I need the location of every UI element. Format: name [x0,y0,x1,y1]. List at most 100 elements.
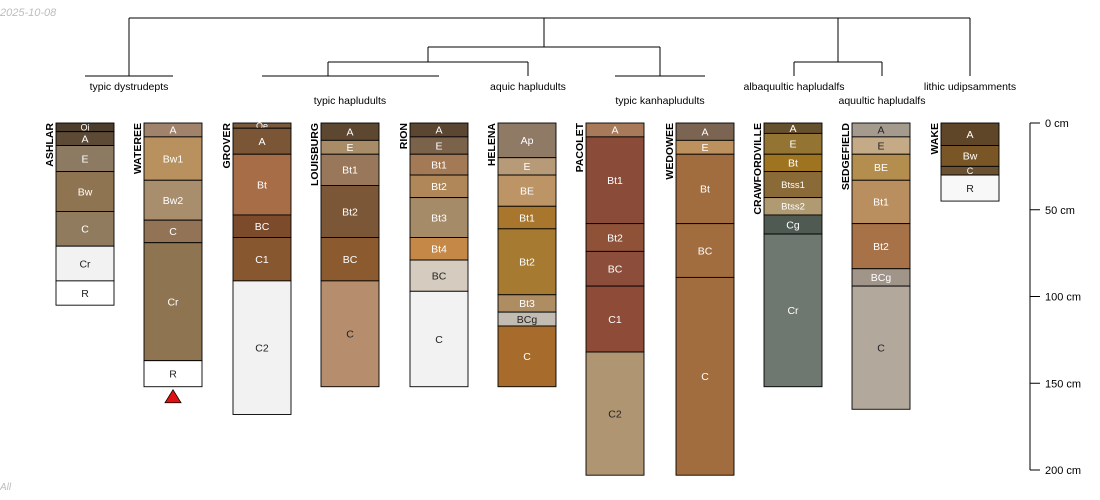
horizon-label: Bt1 [519,212,535,224]
horizon-label: BC [608,264,623,276]
horizon-label: Bw1 [163,153,184,165]
horizon-r [940,174,1000,202]
horizon-label: Bw [963,151,978,163]
corner-watermark: All [0,482,12,493]
horizon-cr [763,233,823,388]
horizon-label: BC [698,245,713,257]
axis-tick-label: 150 cm [1045,378,1081,390]
horizon-label: BE [520,185,534,197]
horizon-label: Bt4 [431,244,447,256]
horizon-label: C2 [255,342,269,354]
horizon-label: Bt3 [519,298,535,310]
taxon-label: typic kanhapludults [615,95,704,107]
horizon-label: Bt [257,179,267,191]
horizon-label: Bt2 [873,241,889,253]
horizon-c [675,276,735,476]
taxon-label: typic dystrudepts [90,81,169,93]
profile-wedowee: AE Bt BC C WEDOWEE [664,122,735,476]
horizon-label: Oi [81,123,90,133]
horizon-c [851,285,911,410]
horizon-label: C [967,166,974,176]
horizon-label: Bw2 [163,195,184,207]
profile-name: HELENA [486,123,498,167]
axis-tick-label: 50 cm [1045,205,1075,217]
horizon-bt1 [585,136,645,225]
horizon-label: R [81,288,89,300]
dendrogram [85,17,971,77]
horizon-ap [497,122,557,159]
horizon-label: C1 [608,314,622,326]
horizon-label: C [701,371,709,383]
horizon-bt2 [851,223,911,270]
axis-tick-label: 100 cm [1045,292,1081,304]
horizon-btss1 [763,171,823,199]
horizon-label: Btss1 [781,180,805,191]
horizon-label: E [435,140,442,152]
horizon-be [851,153,911,181]
horizon-c1 [232,237,292,282]
profile-crawfordville: AE Bt Btss1 Btss2 Cg Cr CRAWFORDVILLE [752,122,823,388]
profile-name: PACOLET [574,122,586,172]
horizon-label: C1 [255,254,269,266]
horizon-label: Cr [79,258,91,270]
horizon-bw [55,171,115,212]
horizon-bc [675,223,735,278]
horizon-label: A [346,126,353,138]
taxon-label: aquultic hapludalfs [839,95,926,107]
horizon-label: Ap [521,135,534,147]
horizon-label: Bt2 [607,232,623,244]
horizon-label: BC [343,254,358,266]
profile-rion: AE Bt1 Bt2 Bt3 Bt4 BC C RION [398,122,469,388]
taxon-label: lithic udipsamments [924,81,1016,93]
horizon-bc [320,237,380,282]
horizon-bt2 [320,185,380,238]
profile-pacolet: A Bt1 Bt2 BC C1 C2 PACOLET [574,122,645,476]
horizon-bw2 [143,179,203,221]
profile-name: WEDOWEE [664,123,676,180]
horizon-label: Bt1 [431,159,447,171]
taxon-label: typic hapludults [314,95,386,107]
profile-name: ASHLAR [44,123,56,167]
profile-name: RION [398,123,410,149]
horizon-label: E [789,139,796,151]
triangle-marker-icon [164,388,182,404]
taxon-label: albaquultic hapludalfs [744,81,845,93]
horizon-label: Bw [78,186,93,198]
profile-name: GROVER [221,123,233,169]
horizon-bt [675,153,735,225]
horizon-bt1 [320,153,380,186]
horizon-label: BCg [871,272,892,284]
horizon-label: Bt1 [607,175,623,187]
horizon-label: C [81,224,89,236]
horizon-label: Bt2 [342,206,358,218]
horizon-label: C [169,226,177,238]
horizon-label: A [701,126,708,138]
horizon-label: BC [255,221,270,233]
horizon-label: Bt1 [342,165,358,177]
horizon-label: R [169,368,177,380]
horizon-bt3 [409,197,469,238]
horizon-label: Bt [788,158,798,170]
horizon-be [497,174,557,207]
horizon-c [497,325,557,388]
profile-name: WAKE [929,123,941,155]
horizon-label: E [346,142,353,154]
horizon-r [143,360,203,388]
horizon-label: A [81,133,88,145]
horizon-c [409,290,469,388]
horizon-label: C [435,334,443,346]
horizon-e [55,145,115,173]
horizon-label: Oe [256,121,268,131]
horizon-c [320,280,380,388]
profile-name: CRAWFORDVILLE [752,123,764,215]
horizon-label: A [611,125,618,137]
horizon-label: Bt [700,184,710,196]
horizon-label: C [877,342,885,354]
horizon-label: C [346,329,354,341]
horizon-cr [143,242,203,362]
horizon-label: R [966,183,974,195]
horizon-bt1 [851,179,911,225]
taxon-label: aquic hapludults [490,81,566,93]
horizon-label: Cr [787,305,799,317]
